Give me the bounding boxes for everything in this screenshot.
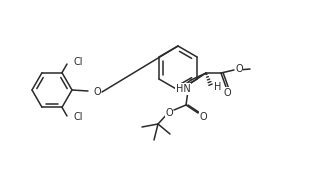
Text: O: O <box>199 112 207 122</box>
Text: HN: HN <box>176 84 190 94</box>
Text: O: O <box>165 108 173 118</box>
Text: H: H <box>214 82 222 92</box>
Text: O: O <box>223 88 231 98</box>
Text: O: O <box>235 64 243 74</box>
Text: O: O <box>93 87 101 97</box>
Text: Cl: Cl <box>74 57 83 67</box>
Text: Cl: Cl <box>74 112 83 122</box>
